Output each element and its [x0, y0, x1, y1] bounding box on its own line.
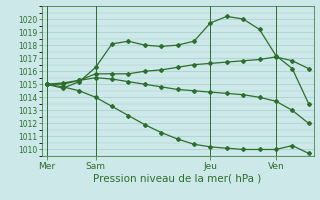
X-axis label: Pression niveau de la mer( hPa ): Pression niveau de la mer( hPa ): [93, 173, 262, 183]
